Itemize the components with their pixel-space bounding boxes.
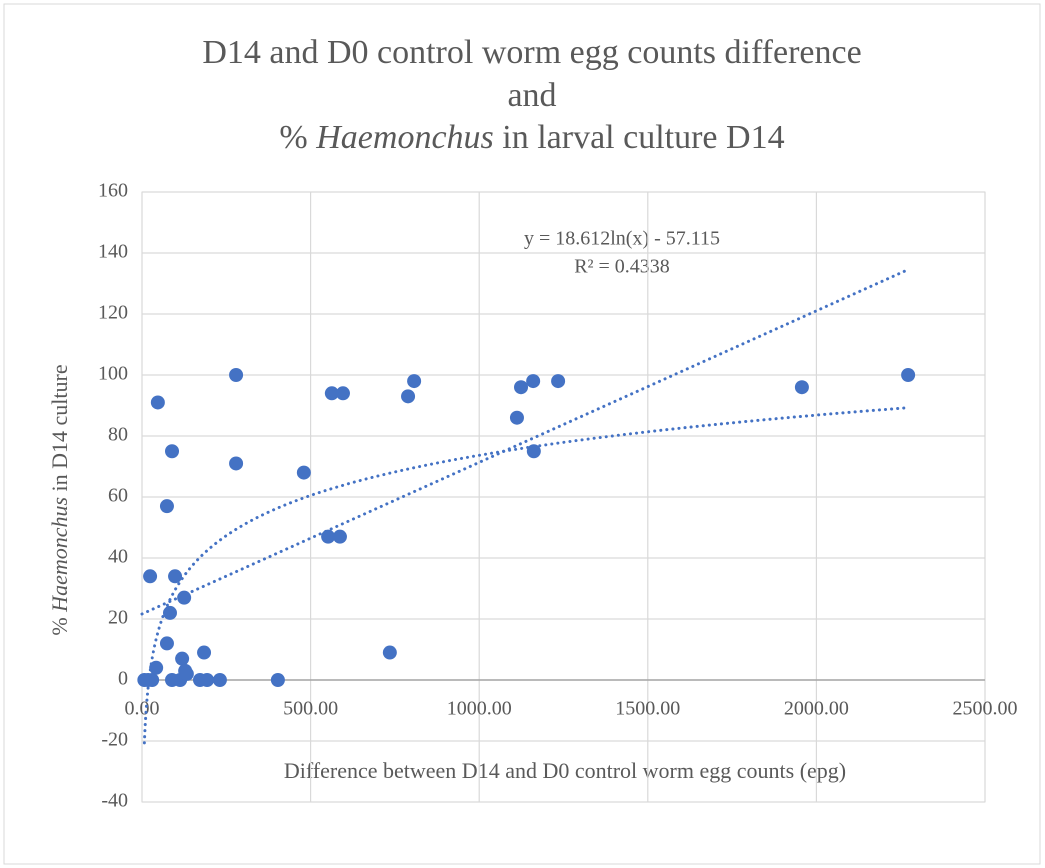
data-point — [332, 529, 347, 544]
data-point — [179, 666, 194, 681]
data-point — [159, 636, 174, 651]
x-tick-label: 0.00 — [125, 698, 160, 720]
label-part: Haemonchus — [47, 497, 72, 613]
y-tick-label: 20 — [108, 607, 128, 629]
trendline-r2: R² = 0.4338 — [574, 256, 670, 278]
data-point — [296, 465, 311, 480]
x-tick-label: 500.00 — [283, 698, 338, 720]
data-point — [168, 569, 183, 584]
chart-border — [3, 3, 1041, 865]
data-point — [901, 368, 916, 382]
data-point — [270, 673, 285, 687]
y-tick-label: 80 — [108, 424, 128, 446]
data-point — [143, 569, 158, 584]
y-tick-label: 140 — [98, 241, 128, 263]
data-point — [335, 386, 350, 401]
data-point — [514, 380, 529, 395]
data-point — [551, 374, 566, 389]
y-tick-label: 100 — [98, 363, 128, 385]
data-point — [212, 673, 227, 687]
data-point — [177, 590, 192, 605]
chart-title: D14 and D0 control worm egg counts diffe… — [202, 34, 861, 71]
chart-title: % Haemonchus in larval culture D14 — [279, 119, 784, 156]
title-part: % — [279, 119, 316, 156]
title-part: in larval culture D14 — [494, 119, 785, 156]
data-point — [321, 529, 336, 544]
data-point — [197, 645, 212, 660]
y-axis-label: % Haemonchus in D14 culture — [47, 364, 72, 635]
data-point — [159, 499, 174, 514]
data-point — [407, 374, 422, 389]
y-tick-label: -40 — [101, 790, 128, 812]
y-tick-label: 40 — [108, 546, 128, 568]
data-point — [229, 456, 244, 471]
label-part: in D14 culture — [47, 364, 72, 497]
trendline — [140, 268, 910, 616]
y-tick-label: 120 — [98, 302, 128, 324]
x-tick-label: 1000.00 — [447, 698, 512, 720]
data-point — [150, 395, 165, 410]
data-point — [509, 410, 524, 425]
chart-title: and — [507, 77, 556, 114]
data-point — [165, 444, 180, 459]
y-tick-label: 0 — [118, 668, 128, 690]
data-point — [794, 380, 809, 395]
y-tick-label: 60 — [108, 485, 128, 507]
x-axis-label: Difference between D14 and D0 control wo… — [284, 758, 846, 783]
data-point — [229, 368, 244, 382]
data-point — [526, 374, 541, 389]
data-point — [526, 444, 541, 459]
data-point — [162, 605, 177, 620]
data-point — [175, 651, 190, 666]
x-tick-label: 1500.00 — [615, 698, 680, 720]
x-tick-label: 2000.00 — [784, 698, 849, 720]
title-part: Haemonchus — [315, 119, 494, 156]
data-point — [401, 389, 416, 404]
y-tick-label: 160 — [98, 180, 128, 202]
data-point — [324, 386, 339, 401]
trendline — [142, 406, 910, 745]
label-part: % — [47, 612, 72, 636]
data-point — [382, 645, 397, 660]
data-point — [149, 660, 164, 675]
trendline-equation: y = 18.612ln(x) - 57.115 — [524, 228, 720, 250]
data-point — [200, 673, 215, 687]
data-point — [145, 673, 160, 687]
y-tick-label: -20 — [101, 729, 128, 751]
x-tick-label: 2500.00 — [953, 698, 1018, 720]
